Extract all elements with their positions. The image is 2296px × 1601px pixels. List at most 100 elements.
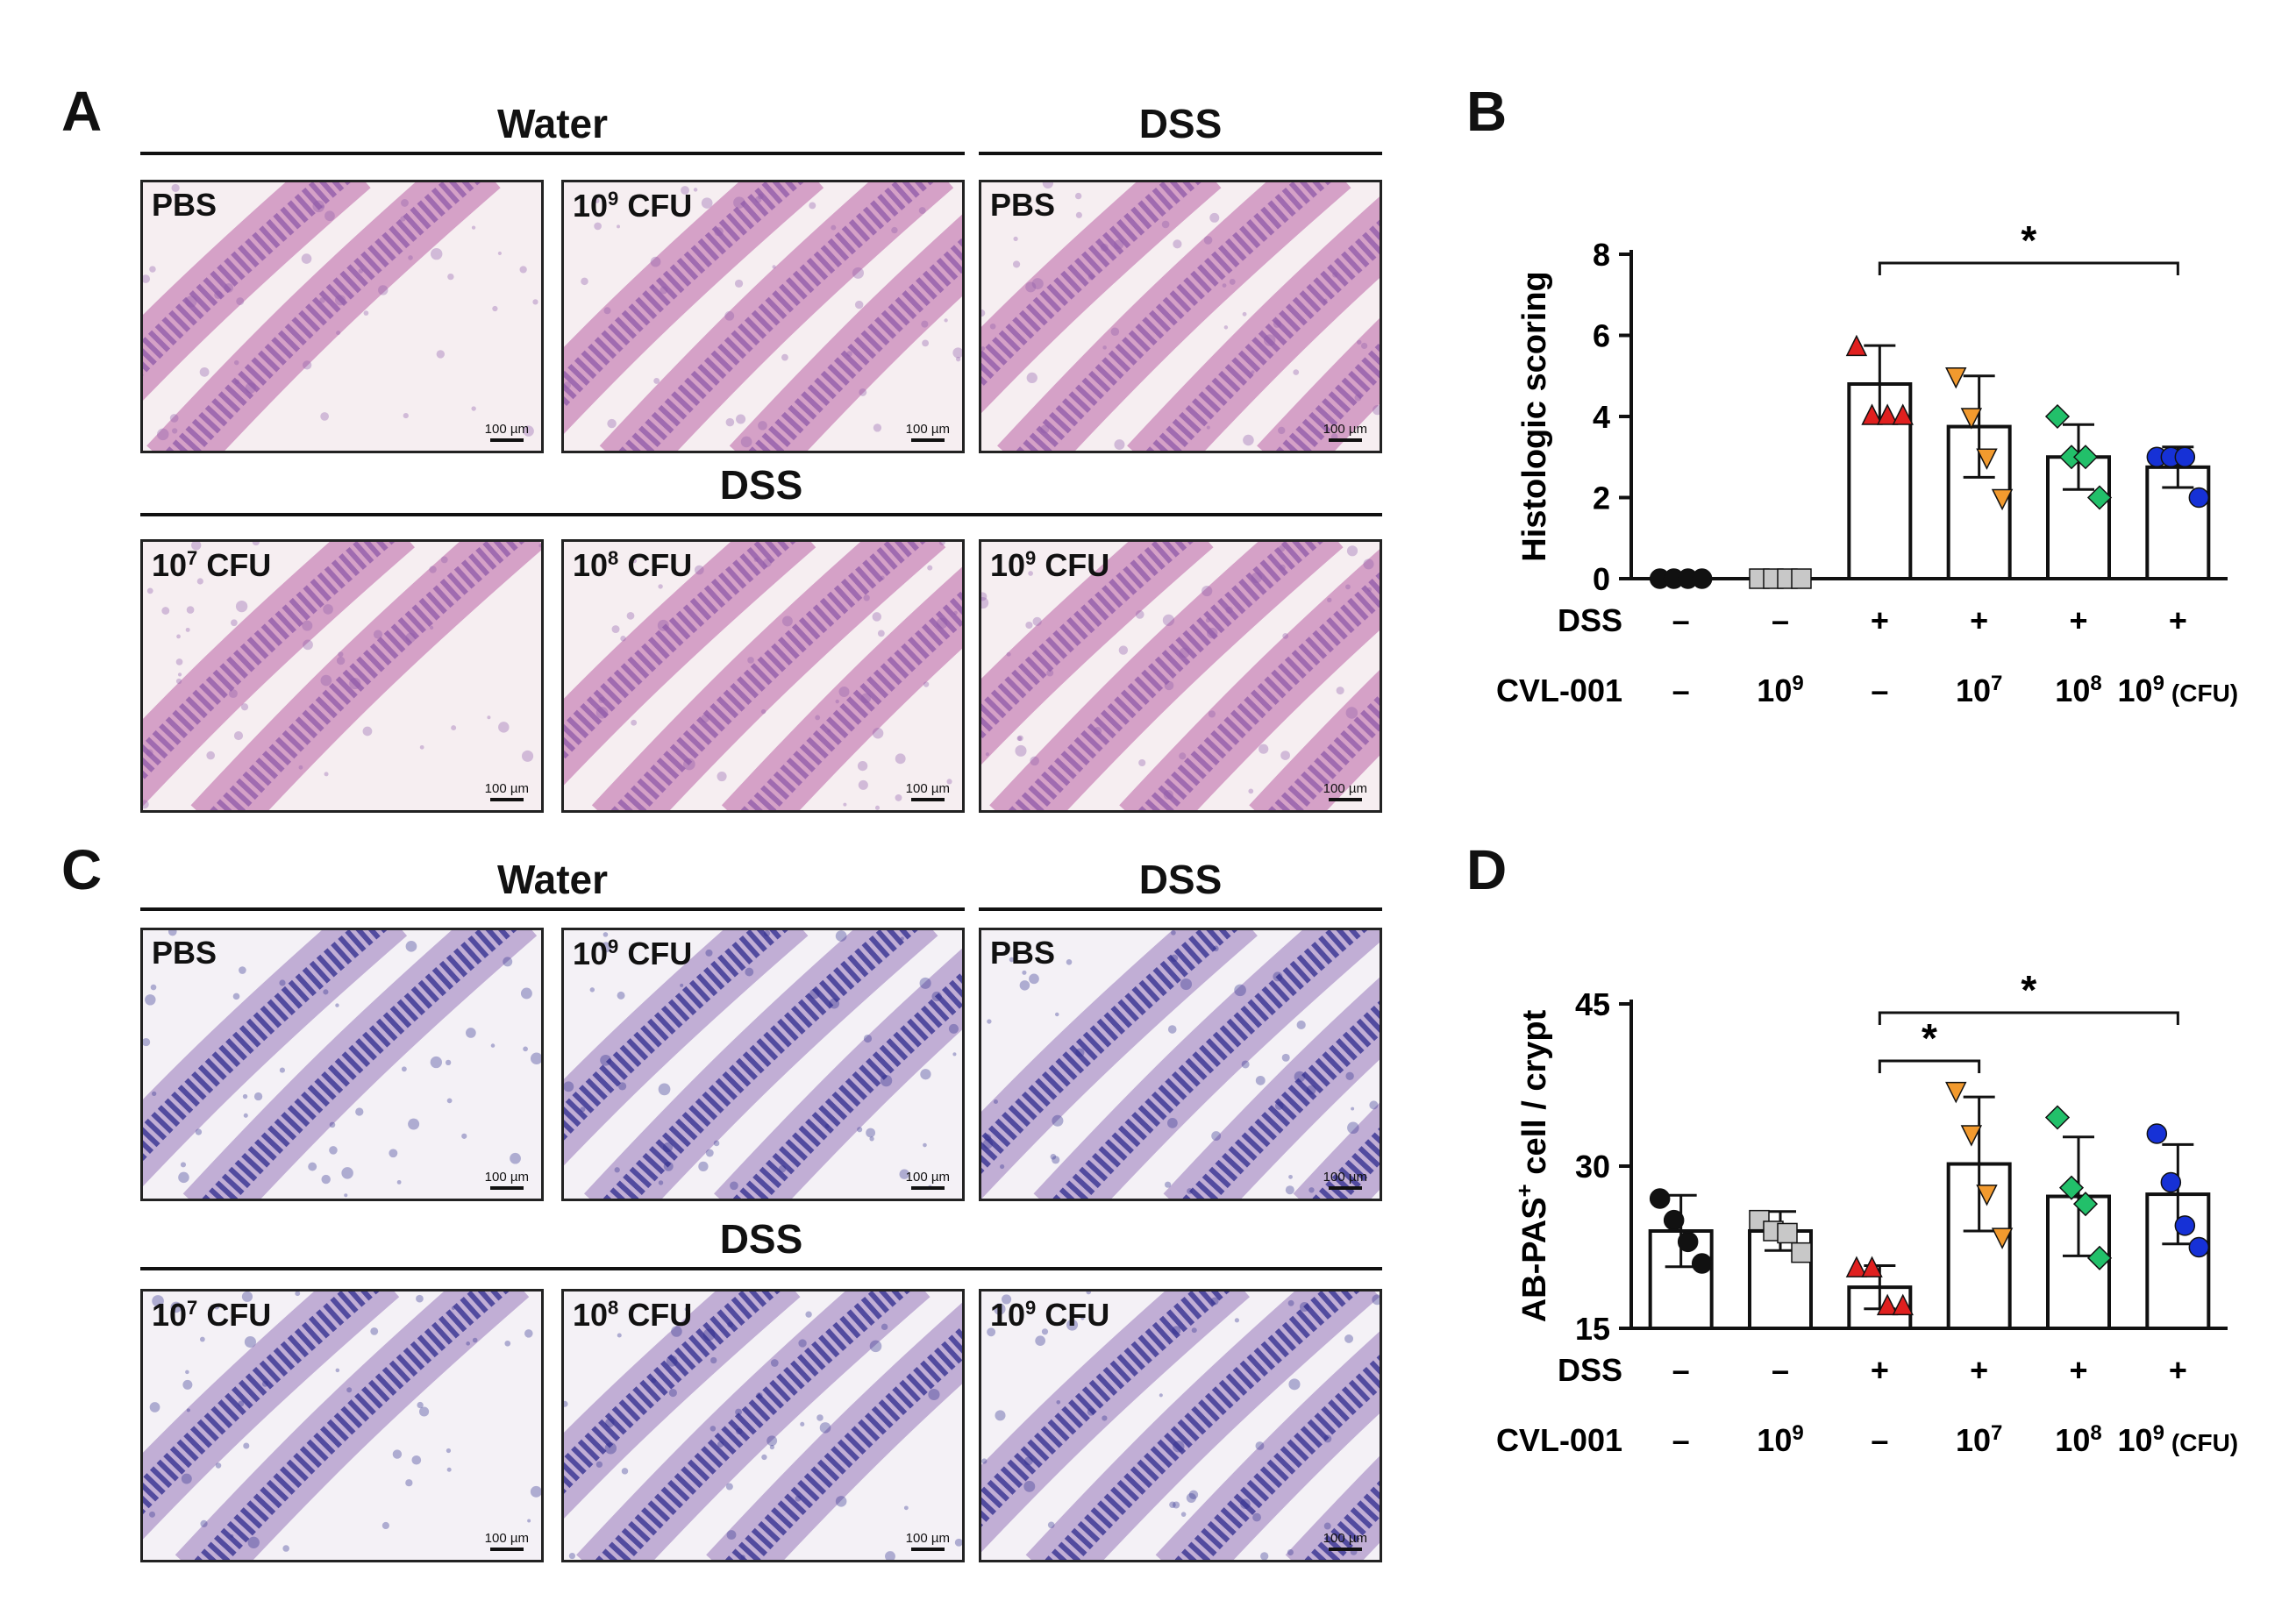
dss-cell-3: + xyxy=(1871,1352,1889,1388)
cell-cluster xyxy=(611,625,620,634)
cvl-cell-2: 109 xyxy=(1757,1421,1803,1459)
cell-cluster xyxy=(1251,572,1263,584)
micrograph-a-water-pbs: PBS 100 µm xyxy=(140,180,544,453)
tissue-image xyxy=(143,182,541,451)
cell-cluster xyxy=(523,1046,528,1052)
cvl-cell-4: 107 xyxy=(1956,1421,2002,1459)
cell-cluster xyxy=(770,1359,779,1367)
cell-cluster xyxy=(335,1368,340,1373)
scale-bar: 100 µm xyxy=(485,1170,529,1190)
cell-cluster xyxy=(1056,1399,1061,1405)
cell-cluster xyxy=(230,1533,234,1538)
data-point-group-6 xyxy=(2146,1123,2168,1144)
cell-cluster xyxy=(373,630,383,639)
panel-a-water-rule xyxy=(140,152,965,155)
cell-cluster xyxy=(874,805,881,810)
data-point-group-3 xyxy=(1845,1256,1868,1277)
cell-cluster xyxy=(1357,339,1362,345)
y-tick-label: 2 xyxy=(1593,480,1610,516)
cell-cluster xyxy=(671,1326,682,1337)
micrograph-label: 108 CFU xyxy=(573,1297,693,1333)
scale-bar: 100 µm xyxy=(906,1170,950,1190)
cell-cluster xyxy=(860,693,872,704)
cell-cluster xyxy=(1012,260,1021,268)
cell-cluster xyxy=(923,681,930,687)
cell-cluster xyxy=(1360,342,1368,350)
data-point-group-4 xyxy=(1945,367,1967,389)
cell-cluster xyxy=(1282,632,1289,639)
cell-cluster xyxy=(594,198,600,203)
cvl-cell-3: – xyxy=(1871,672,1888,708)
y-tick-label: 6 xyxy=(1593,318,1610,354)
cell-cluster xyxy=(185,1370,189,1375)
data-point-group-4 xyxy=(1945,1081,1967,1104)
cell-cluster xyxy=(1259,744,1269,754)
cell-cluster xyxy=(1369,1100,1379,1110)
micrograph-c-dss-1e9: 109 CFU 100 µm xyxy=(979,1289,1382,1562)
cell-cluster xyxy=(1263,334,1276,346)
cell-cluster xyxy=(869,1136,874,1142)
cell-cluster xyxy=(244,1335,256,1348)
cell-cluster xyxy=(1166,1118,1178,1128)
significance-bracket-1 xyxy=(1878,1059,1981,1073)
chart-b-histologic-scoring: 0 2 4 6 8 Histologic scoring * DSS CVL-001 – – – 109… xyxy=(1496,217,2238,708)
cell-cluster xyxy=(727,1321,733,1328)
cell-cluster xyxy=(419,744,424,750)
crypt-band xyxy=(603,930,918,1199)
y-axis-label: AB-PAS+ cell / crypt xyxy=(1511,1009,1553,1322)
cell-cluster xyxy=(1114,239,1124,250)
cell-cluster xyxy=(1211,1131,1222,1141)
cell-cluster xyxy=(735,1408,743,1416)
cell-cluster xyxy=(982,1138,994,1149)
data-point-group-3 xyxy=(1892,1293,1914,1316)
cell-cluster xyxy=(1299,1302,1310,1313)
cell-cluster xyxy=(831,224,837,231)
cell-cluster xyxy=(1279,564,1286,571)
cell-cluster xyxy=(800,1421,805,1427)
micrograph-c-dss-1e8: 108 CFU 100 µm xyxy=(561,1289,965,1562)
significance-star-2: * xyxy=(2021,967,2036,1013)
cell-cluster xyxy=(1047,1521,1055,1529)
cell-cluster xyxy=(713,1140,720,1147)
micrograph-c-water-pbs: PBS 100 µm xyxy=(140,928,544,1201)
cell-cluster xyxy=(762,559,772,567)
cell-cluster xyxy=(504,1340,511,1347)
y-tick-label: 15 xyxy=(1575,1311,1610,1347)
cell-cluster xyxy=(233,730,244,741)
cell-cluster xyxy=(1191,1327,1197,1334)
cell-cluster xyxy=(1087,274,1095,281)
cell-cluster xyxy=(1209,212,1220,223)
cell-cluster xyxy=(185,295,197,308)
cell-cluster xyxy=(355,1107,364,1116)
cell-cluster xyxy=(843,802,847,807)
crypt-band xyxy=(740,590,962,810)
cell-cluster xyxy=(981,309,986,317)
cell-cluster xyxy=(344,1193,348,1198)
crypt-band xyxy=(202,930,517,1199)
cell-cluster xyxy=(835,1496,847,1507)
cell-cluster xyxy=(1306,1085,1316,1095)
cell-cluster xyxy=(989,323,996,330)
cell-cluster xyxy=(240,703,249,711)
tissue-image xyxy=(981,930,1380,1199)
cell-cluster xyxy=(772,265,776,269)
cell-cluster xyxy=(440,556,448,564)
cell-cluster xyxy=(370,1327,379,1335)
cell-cluster xyxy=(872,728,884,739)
cell-cluster xyxy=(1345,584,1351,590)
dss-cell-3: + xyxy=(1871,602,1889,638)
scale-bar: 100 µm xyxy=(485,781,529,801)
data-point-group-6 xyxy=(2174,446,2196,467)
cell-cluster xyxy=(214,290,223,299)
y-tick-label: 4 xyxy=(1593,399,1610,435)
cell-cluster xyxy=(921,320,929,328)
cell-cluster xyxy=(149,1511,156,1518)
cell-cluster xyxy=(733,196,745,209)
cell-cluster xyxy=(171,183,180,193)
cell-cluster xyxy=(1163,789,1173,800)
cell-cluster xyxy=(863,594,870,601)
cell-cluster xyxy=(617,1082,627,1091)
cell-cluster xyxy=(877,630,885,637)
cell-cluster xyxy=(730,1181,738,1191)
significance-star-1: * xyxy=(2021,217,2036,263)
